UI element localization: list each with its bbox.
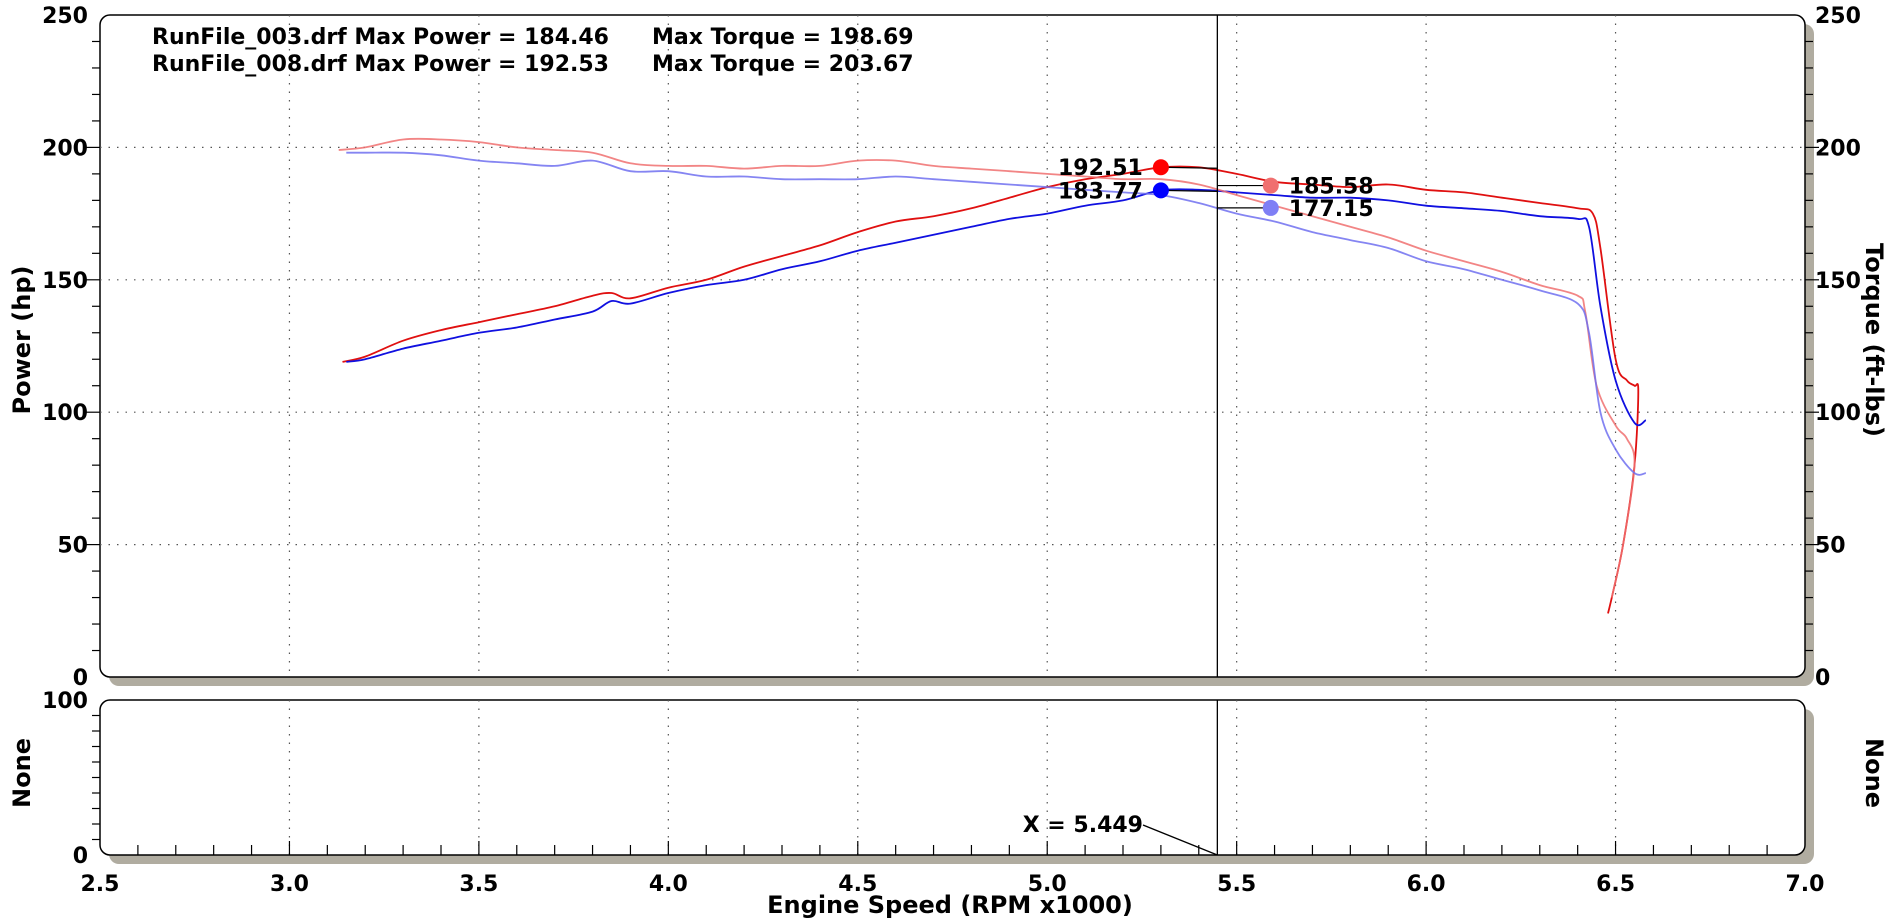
secondary-y-tick-label: 0 bbox=[73, 844, 88, 869]
secondary-y-tick-label: 100 bbox=[42, 689, 88, 714]
labels: 2.5 3.0 3.5 4.0 4.5 5.0 5.5 6.0 6.5 7.0 0 50 100 150 2… bbox=[42, 4, 1861, 897]
y-tick-label-left: 150 bbox=[42, 269, 88, 294]
header-line-2-file: RunFile_008.drf Max Power = 192.53 bbox=[152, 52, 609, 77]
marker-label: 192.51 bbox=[1058, 156, 1143, 181]
marker-dot bbox=[1262, 199, 1279, 216]
x-tick-label: 5.0 bbox=[1028, 872, 1067, 897]
x-tick-label: 4.5 bbox=[838, 872, 877, 897]
x-tick-label: 5.5 bbox=[1217, 872, 1256, 897]
series-line-4 bbox=[346, 151, 1647, 476]
secondary-panel-frame bbox=[99, 699, 1806, 856]
x-tick-label: 7.0 bbox=[1786, 872, 1825, 897]
marker-label: 183.77 bbox=[1058, 179, 1143, 204]
header-line-1-torque: Max Torque = 198.69 bbox=[652, 25, 914, 50]
grid bbox=[100, 15, 1805, 855]
tick-marks bbox=[86, 40, 1819, 855]
marker-leader bbox=[1160, 189, 1218, 192]
marker-dot bbox=[1152, 182, 1169, 199]
y-tick-label-right: 50 bbox=[1815, 534, 1846, 559]
x-tick-label: 6.0 bbox=[1407, 872, 1446, 897]
secondary-y-left-title: None bbox=[8, 738, 36, 808]
series-line-3 bbox=[338, 137, 1636, 598]
header-line-2-torque: Max Torque = 203.67 bbox=[652, 52, 914, 77]
y-tick-label-right: 250 bbox=[1815, 4, 1861, 29]
marker-dot bbox=[1152, 159, 1169, 176]
y-tick-label-left: 100 bbox=[42, 401, 88, 426]
y-tick-label-right: 200 bbox=[1815, 136, 1861, 161]
cursor[interactable] bbox=[1142, 15, 1218, 856]
marker-leader bbox=[1160, 166, 1218, 169]
y-tick-label-right: 0 bbox=[1815, 666, 1830, 691]
cursor-leader bbox=[1142, 824, 1218, 856]
x-tick-label: 2.5 bbox=[81, 872, 120, 897]
marker-label: 177.15 bbox=[1289, 197, 1374, 222]
y-tick-label-right: 100 bbox=[1815, 401, 1861, 426]
chart-frames bbox=[99, 14, 1814, 864]
cursor-x-label: X = 5.449 bbox=[1023, 813, 1143, 838]
x-tick-label: 3.5 bbox=[459, 872, 498, 897]
y-tick-label-left: 200 bbox=[42, 136, 88, 161]
header-line-1-file: RunFile_003.drf Max Power = 184.46 bbox=[152, 25, 609, 50]
main-panel-frame bbox=[99, 14, 1806, 678]
x-axis-title: Engine Speed (RPM x1000) bbox=[767, 891, 1133, 919]
y-tick-label-right: 150 bbox=[1815, 269, 1861, 294]
x-tick-label: 3.0 bbox=[270, 872, 309, 897]
series-line-2 bbox=[346, 188, 1647, 427]
y-tick-label-left: 0 bbox=[73, 666, 88, 691]
markers bbox=[1152, 159, 1279, 216]
marker-label: 185.58 bbox=[1289, 175, 1374, 200]
series-lines bbox=[338, 137, 1647, 614]
y-tick-label-left: 50 bbox=[57, 534, 88, 559]
x-tick-label: 4.0 bbox=[649, 872, 688, 897]
marker-dot bbox=[1262, 177, 1279, 194]
y-axis-right-title: Torque (ft-lbs) bbox=[1860, 243, 1888, 437]
series-line-1 bbox=[342, 165, 1640, 614]
x-tick-label: 6.5 bbox=[1596, 872, 1635, 897]
secondary-y-right-title: None bbox=[1860, 738, 1888, 808]
y-tick-label-left: 250 bbox=[42, 4, 88, 29]
y-axis-left-title: Power (hp) bbox=[8, 266, 36, 415]
